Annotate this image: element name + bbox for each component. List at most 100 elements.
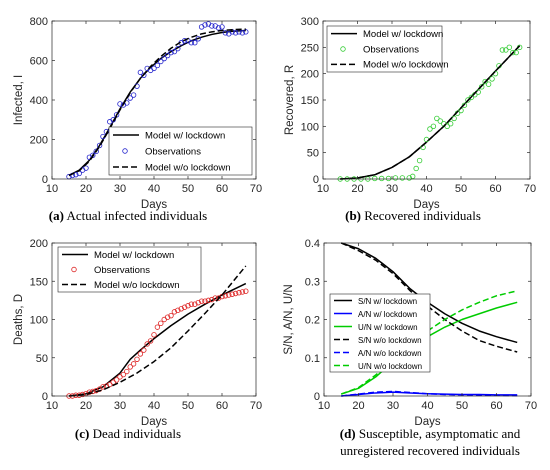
- y-tick-label: 300: [301, 16, 319, 28]
- caption-text: Actual infected individuals: [66, 208, 207, 223]
- y-tick-label: 150: [30, 276, 48, 288]
- data-point: [212, 295, 218, 301]
- legend-label: S/N w/ lockdown: [358, 297, 417, 306]
- series-model-w-o-lockdown: [340, 45, 521, 180]
- panel-caption-line2: unregistered recovered individuals: [340, 443, 520, 458]
- data-point: [461, 102, 468, 108]
- series-line: [340, 290, 518, 395]
- x-axis-label: Days: [141, 199, 167, 211]
- data-point: [239, 30, 246, 36]
- data-point: [219, 24, 225, 30]
- data-point: [413, 165, 419, 172]
- data-point: [137, 351, 144, 357]
- data-point: [236, 290, 242, 296]
- data-point: [430, 123, 437, 130]
- data-point: [506, 44, 512, 51]
- panel-c-deaths: 10 20 30 40 50 60 70 0 50 100 150 200 Days Deaths, D M…: [13, 238, 262, 441]
- data-point: [202, 22, 208, 28]
- x-tick-label: 70: [250, 183, 262, 195]
- data-point: [198, 298, 205, 304]
- legend-label: Observations: [94, 265, 150, 276]
- data-point: [134, 356, 140, 362]
- legend: Model w/ lockdown Observations Model w/o l…: [57, 246, 202, 293]
- y-axis-label: Infected, I: [13, 75, 25, 126]
- data-point: [158, 58, 164, 65]
- data-point: [239, 289, 246, 295]
- y-tick-label: 200: [30, 135, 48, 147]
- y-tick-label: 0.3: [305, 276, 320, 288]
- y-axis-label: Deaths, D: [13, 294, 25, 345]
- x-tick-label: 50: [455, 183, 467, 195]
- data-point: [392, 175, 399, 181]
- y-tick-label: 100: [30, 315, 48, 327]
- x-tick-label: 10: [317, 183, 329, 195]
- legend: Model w/ lockdown Observations Model w/o l…: [108, 126, 253, 176]
- data-point: [232, 30, 239, 36]
- caption-tag: (c): [75, 426, 89, 441]
- data-point: [93, 148, 99, 155]
- x-tick-label: 10: [46, 183, 58, 195]
- data-point: [232, 290, 239, 297]
- data-point: [209, 23, 215, 29]
- legend-label: A/N w/ lockdown: [358, 310, 417, 319]
- data-point: [168, 49, 174, 56]
- data-point: [73, 171, 79, 178]
- data-point: [188, 301, 195, 307]
- x-tick-label: 40: [420, 183, 432, 195]
- caption-tag: (d): [340, 426, 356, 441]
- x-axis-label: Days: [414, 416, 440, 428]
- legend-label: Model w/ lockdown: [94, 250, 174, 261]
- panel-caption: (a) Actual infected individuals: [49, 208, 208, 223]
- data-point: [468, 94, 475, 101]
- data-point: [83, 165, 89, 171]
- x-tick-label: 60: [216, 400, 228, 412]
- data-point: [222, 293, 229, 299]
- data-point: [110, 117, 116, 123]
- x-tick-label: 30: [386, 183, 398, 195]
- data-point: [510, 49, 516, 56]
- data-point: [130, 92, 137, 98]
- y-tick-label: 400: [30, 95, 48, 107]
- y-tick-label: 0.4: [305, 238, 320, 250]
- data-point: [399, 175, 406, 181]
- legend-marker: [122, 148, 128, 154]
- legend-marker: [71, 266, 77, 273]
- x-tick-label: 60: [489, 183, 501, 195]
- panel-d-fractions: 10 20 30 40 50 60 70 0 0.1 0.2 0.3 0.4 Days S/N, A/N,…: [283, 238, 537, 458]
- panel-caption: (b) Recovered individuals: [345, 208, 481, 223]
- data-point: [158, 320, 164, 327]
- data-point: [185, 303, 191, 309]
- legend-label: Model w/ lockdown: [363, 29, 443, 40]
- data-point: [154, 62, 161, 69]
- series-line: [68, 28, 246, 177]
- legend: S/N w/ lockdown A/N w/ lockdown U/N w/ loc…: [329, 293, 431, 373]
- y-tick-label: 0: [42, 391, 48, 403]
- data-point: [479, 84, 485, 90]
- x-tick-label: 40: [148, 400, 160, 412]
- x-tick-label: 20: [351, 183, 363, 195]
- data-point: [437, 118, 443, 124]
- y-tick-label: 0: [314, 391, 320, 403]
- data-point: [243, 288, 249, 294]
- y-tick-label: 50: [36, 353, 48, 365]
- legend: Model w/ lockdown Observations Model w/o l…: [326, 25, 449, 73]
- data-point: [168, 312, 174, 319]
- data-point: [181, 304, 188, 310]
- x-tick-label: 70: [524, 183, 536, 195]
- series-u-n-w-o-lockdown: [340, 290, 518, 395]
- data-point: [195, 299, 201, 306]
- data-point: [229, 291, 235, 297]
- legend-label: Model w/o lockdown: [145, 162, 231, 173]
- x-axis-label: Days: [141, 416, 167, 428]
- data-point: [137, 69, 144, 76]
- data-point: [378, 175, 385, 182]
- data-point: [385, 175, 392, 182]
- legend-box: [329, 293, 431, 373]
- x-tick-label: 30: [114, 183, 126, 195]
- data-point: [427, 126, 433, 132]
- y-tick-label: 0: [313, 174, 319, 186]
- x-tick-label: 20: [352, 400, 364, 412]
- panel-caption: (c) Dead individuals: [75, 426, 181, 441]
- data-point: [482, 78, 488, 85]
